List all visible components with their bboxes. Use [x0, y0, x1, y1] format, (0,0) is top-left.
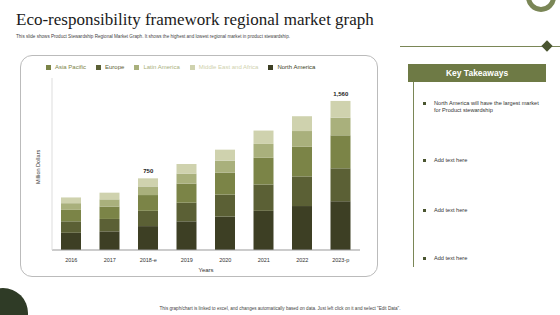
html-text:Europe: Europe [105, 64, 125, 70]
html-text:Latin America: Latin America [143, 64, 180, 70]
svg-text:Years: Years [198, 267, 213, 273]
html-text:Add text here: Add text here [434, 157, 468, 163]
svg-text:2022: 2022 [296, 257, 308, 263]
html-text:This graph/chart is linked to: This graph/chart is linked to excel, and… [159, 306, 401, 311]
svg-text:2016: 2016 [65, 257, 77, 263]
html-text:Eco-responsibility framework r: Eco-responsibility framework regional ma… [16, 10, 374, 29]
svg-text:2021: 2021 [258, 257, 270, 263]
html-text:Middle East and Africa: Middle East and Africa [198, 64, 259, 70]
svg-text:2017: 2017 [104, 257, 116, 263]
html-text:This slide shows Product Stewa: This slide shows Product Stewardship Reg… [16, 34, 290, 39]
html-text:Asia Pacific: Asia Pacific [55, 64, 86, 70]
html-text:North America will have the la: North America will have the largest mark… [434, 100, 539, 113]
svg-text:Million Dollars: Million Dollars [35, 150, 41, 184]
svg-text:2023-p: 2023-p [332, 257, 349, 263]
svg-text:1,560: 1,560 [333, 91, 349, 97]
svg-text:2020: 2020 [219, 257, 231, 263]
html-text:Add text here: Add text here [434, 207, 468, 213]
svg-text:2019: 2019 [181, 257, 193, 263]
html-text:Add text here: Add text here [434, 255, 468, 261]
html-text:North America: North America [277, 64, 316, 70]
svg-text:2018-e: 2018-e [140, 257, 157, 263]
html-text:Key Takeaways: Key Takeaways [445, 68, 509, 78]
svg-text:750: 750 [143, 168, 154, 174]
